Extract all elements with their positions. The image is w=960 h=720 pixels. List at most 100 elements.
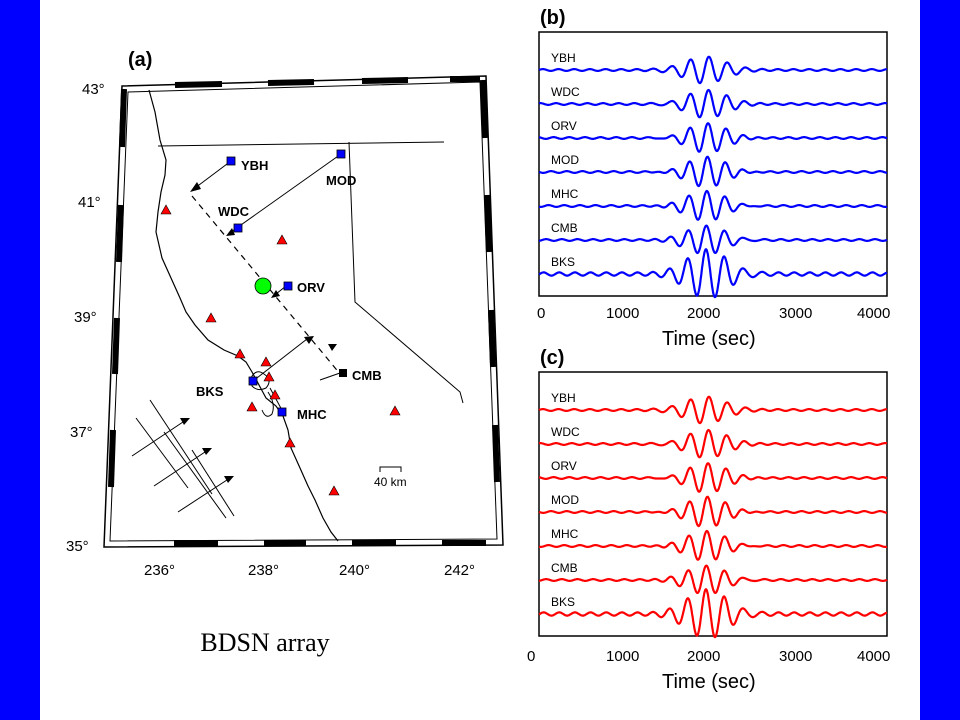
panel-c-label: (c) xyxy=(540,347,564,369)
panel-b-trace-bks xyxy=(538,248,888,299)
panel-b-trace-mhc xyxy=(538,189,888,221)
panel-c-trace-label-ybh: YBH xyxy=(551,391,576,405)
panel-b-xtick-1000: 1000 xyxy=(606,305,639,322)
lat-label-39: 39° xyxy=(74,309,97,326)
panel-b-label: (b) xyxy=(540,7,566,29)
lat-label-43: 43° xyxy=(82,81,105,98)
panel-b-xlabel: Time (sec) xyxy=(662,328,756,350)
propagation-arrowheads xyxy=(180,418,234,483)
panel-c-trace-label-mod: MOD xyxy=(551,493,579,507)
volcano-marker xyxy=(263,371,275,382)
panel-c-trace-ybh xyxy=(538,395,888,425)
volcano-marker xyxy=(205,312,217,323)
panel-c-trace-label-mhc: MHC xyxy=(551,527,579,541)
volcano-marker xyxy=(276,234,288,245)
panel-c-traces: YBH WDC ORV MOD MHC CMB BKS xyxy=(538,391,888,639)
panel-c-trace-orv xyxy=(538,462,888,493)
lat-label-37: 37° xyxy=(70,424,93,441)
panel-b-trace-label-bks: BKS xyxy=(551,255,575,269)
panel-b-trace-mod xyxy=(538,155,887,188)
map-panel: (a) xyxy=(66,49,504,579)
map-frame-ticks xyxy=(108,76,500,546)
panel-c-trace-bks xyxy=(538,588,888,639)
fault-line xyxy=(191,195,342,376)
panel-c-xtick-2000: 2000 xyxy=(687,648,720,665)
panel-b-trace-label-orv: ORV xyxy=(551,119,577,133)
panel-c-trace-wdc xyxy=(538,428,888,459)
panel-b-trace-ybh xyxy=(538,55,888,85)
figure: (a) xyxy=(66,7,890,693)
panel-c-trace-label-cmb: CMB xyxy=(551,561,578,575)
volcano-marker xyxy=(269,389,281,400)
panel-c-trace-mhc xyxy=(538,529,888,561)
panel-c-xtick-3000: 3000 xyxy=(779,648,812,665)
volcano-marker xyxy=(160,204,172,215)
scale-bar xyxy=(379,466,402,472)
seismogram-panel-b: (b) YBH WDC ORV MOD MHC CMB BKS 0 1000 2000 30… xyxy=(537,7,890,350)
slide: (a) xyxy=(40,0,920,720)
coastline xyxy=(148,89,339,542)
station-mod-label: MOD xyxy=(326,173,356,188)
lon-label-236: 236° xyxy=(144,562,175,579)
volcano-marker xyxy=(328,485,340,496)
volcano-marker xyxy=(260,356,272,367)
wavefront-lines xyxy=(135,399,235,519)
station-orv-label: ORV xyxy=(297,280,325,295)
panel-c-frame xyxy=(538,371,888,637)
lat-label-41: 41° xyxy=(78,194,101,211)
panel-b-trace-label-cmb: CMB xyxy=(551,221,578,235)
lon-label-238: 238° xyxy=(248,562,279,579)
panel-c-xtick-1000: 1000 xyxy=(606,648,639,665)
station-ybh-marker xyxy=(226,156,236,166)
panel-c-trace-label-bks: BKS xyxy=(551,595,575,609)
panel-b-xtick-2000: 2000 xyxy=(687,305,720,322)
panel-b-xtick-4000: 4000 xyxy=(857,305,890,322)
volcano-markers xyxy=(160,204,401,496)
panel-c-trace-mod xyxy=(538,495,887,528)
caption: BDSN array xyxy=(200,628,330,657)
panel-b-trace-label-mhc: MHC xyxy=(551,187,579,201)
scale-bar-label: 40 km xyxy=(374,475,407,489)
panel-c-trace-cmb xyxy=(539,564,888,595)
station-mod-marker xyxy=(336,149,346,159)
panel-c-trace-label-orv: ORV xyxy=(551,459,577,473)
epicenter-marker xyxy=(254,277,272,295)
panel-b-frame xyxy=(538,31,888,297)
station-orv-marker xyxy=(283,281,293,291)
volcano-marker xyxy=(234,348,246,359)
station-mhc-marker xyxy=(277,407,287,417)
panel-b-xtick-3000: 3000 xyxy=(779,305,812,322)
station-mhc-label: MHC xyxy=(297,407,327,422)
panel-b-trace-label-ybh: YBH xyxy=(551,51,576,65)
panel-c-trace-label-wdc: WDC xyxy=(551,425,580,439)
lon-label-242: 242° xyxy=(444,562,475,579)
panel-c-xtick-4000: 4000 xyxy=(857,648,890,665)
panel-b-traces: YBH WDC ORV MOD MHC CMB BKS xyxy=(538,51,888,299)
state-borders xyxy=(157,141,464,404)
volcano-marker xyxy=(284,437,296,448)
station-wdc-label: WDC xyxy=(218,204,250,219)
station-bks-marker xyxy=(248,376,258,386)
station-bks-label: BKS xyxy=(196,384,224,399)
panel-b-trace-wdc xyxy=(538,88,888,119)
station-cmb-marker xyxy=(339,369,347,377)
lat-label-35: 35° xyxy=(66,538,89,555)
panel-b-xtick-0: 0 xyxy=(537,305,545,322)
volcano-marker xyxy=(246,401,258,412)
station-cmb-label: CMB xyxy=(352,368,382,383)
volcano-marker xyxy=(389,405,401,416)
seismogram-panel-c: (c) YBH WDC ORV MOD MHC CMB BKS 0 1000 2000 30… xyxy=(527,347,890,693)
station-ybh-label: YBH xyxy=(241,158,268,173)
lon-label-240: 240° xyxy=(339,562,370,579)
panel-b-trace-label-wdc: WDC xyxy=(551,85,580,99)
panel-c-xlabel: Time (sec) xyxy=(662,671,756,693)
map-panel-label: (a) xyxy=(128,49,152,71)
panel-c-xtick-0: 0 xyxy=(527,648,535,665)
panel-b-trace-label-mod: MOD xyxy=(551,153,579,167)
station-wdc-marker xyxy=(233,223,243,233)
panel-b-trace-orv xyxy=(538,122,888,153)
station-arrows xyxy=(190,182,337,351)
panel-b-trace-cmb xyxy=(539,224,888,255)
propagation-arrows xyxy=(131,419,231,513)
map-frame-inner xyxy=(109,81,498,542)
